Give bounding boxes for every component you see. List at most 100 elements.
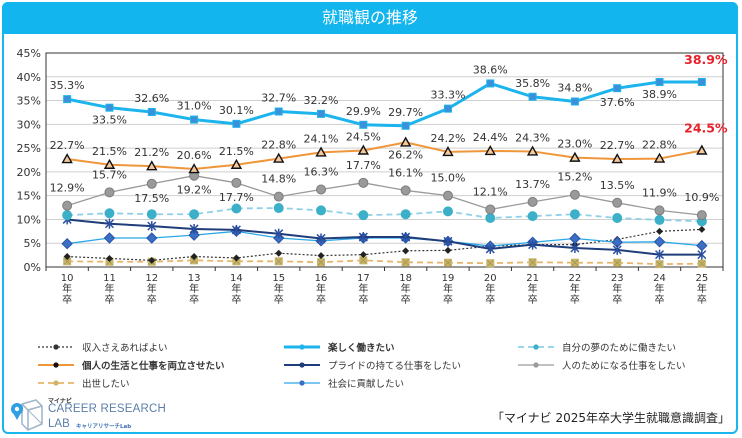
source-caption: 「マイナビ 2025年卒大学生就職意識調査」 <box>491 411 730 425</box>
legend-swatch-icon <box>38 344 74 350</box>
marker-shape <box>103 158 116 169</box>
legend-swatch-icon <box>284 344 320 350</box>
data-point <box>696 144 708 155</box>
data-point <box>147 221 157 232</box>
marker-shape <box>569 209 580 220</box>
series-line <box>67 218 702 256</box>
data-point <box>484 145 496 156</box>
x-tick-label: 年 <box>274 282 284 295</box>
marker-shape <box>146 178 157 189</box>
marker-shape <box>63 95 72 104</box>
data-point <box>569 232 581 245</box>
data-label: 24.1% <box>304 132 339 145</box>
y-tick-label: 20% <box>17 166 41 179</box>
marker-shape <box>105 254 113 262</box>
data-point <box>63 253 71 261</box>
data-label: 32.2% <box>304 94 339 107</box>
data-point <box>656 227 664 235</box>
data-label: 32.7% <box>261 91 296 104</box>
x-tick-label: 卒 <box>528 293 538 306</box>
data-label: 35.8% <box>515 77 550 90</box>
marker-shape <box>527 196 538 207</box>
data-point <box>697 259 706 268</box>
marker-shape <box>696 239 708 252</box>
marker-shape <box>359 251 367 259</box>
marker-shape <box>442 206 453 217</box>
data-point <box>612 197 623 208</box>
data-label: 14.8% <box>261 173 296 186</box>
data-label: 20.6% <box>177 149 212 162</box>
data-point <box>63 95 72 104</box>
data-label: 32.6% <box>134 92 169 105</box>
marker-shape <box>528 92 537 101</box>
x-tick-label: 年 <box>358 282 368 295</box>
marker-stroke <box>571 259 579 267</box>
data-point <box>696 210 707 221</box>
data-point <box>231 177 242 188</box>
data-point <box>189 209 200 220</box>
marker-shape <box>402 247 410 255</box>
marker-shape <box>62 210 73 221</box>
data-point <box>188 163 200 174</box>
marker-shape <box>232 254 240 262</box>
data-point <box>654 205 665 216</box>
data-label: 11.9% <box>642 186 677 199</box>
marker-shape <box>189 209 200 220</box>
legend: 収入さえあればよい 楽しく働きたい 自分の夢のために働きたい 個人の生活と仕事を… <box>0 336 742 396</box>
legend-swatch-icon <box>518 344 554 350</box>
x-tick-label: 15 <box>272 273 285 284</box>
marker-shape <box>443 104 452 113</box>
data-label: 24.2% <box>430 132 465 145</box>
y-tick-label: 40% <box>17 71 41 84</box>
series-7 <box>63 225 706 264</box>
marker-shape <box>653 236 666 248</box>
data-point <box>486 259 495 268</box>
x-tick-label: 年 <box>231 282 241 295</box>
series-line <box>66 175 702 216</box>
data-point <box>358 177 369 188</box>
x-tick-label: 卒 <box>485 293 495 306</box>
marker-shape <box>190 115 199 124</box>
data-label: 38.6% <box>473 63 508 76</box>
marker-shape <box>399 136 412 147</box>
logo-lab: LAB <box>48 418 70 430</box>
data-point <box>189 223 199 234</box>
data-point <box>612 244 622 255</box>
marker-shape <box>273 203 284 214</box>
data-point <box>190 115 199 124</box>
data-point <box>486 79 495 88</box>
logo-brand-small: マイナビ <box>48 398 72 405</box>
data-point <box>569 209 580 220</box>
x-tick-label: 23 <box>611 273 624 284</box>
data-point <box>655 260 664 269</box>
series-1 <box>63 78 706 130</box>
data-label: 24.5% <box>684 120 728 135</box>
x-tick-label: 年 <box>697 282 707 295</box>
data-label: 33.3% <box>430 89 465 102</box>
x-tick-label: 10 <box>61 273 74 284</box>
marker-shape <box>655 78 664 87</box>
data-label: 38.9% <box>642 88 677 101</box>
marker-shape <box>654 205 665 216</box>
marker-stroke <box>275 257 283 265</box>
data-point <box>528 92 537 101</box>
data-point <box>443 236 453 247</box>
data-point <box>274 107 283 116</box>
marker-stroke <box>444 259 452 267</box>
marker-shape <box>275 249 283 257</box>
data-point <box>231 203 242 214</box>
marker-shape <box>484 145 496 156</box>
data-point <box>485 213 496 224</box>
marker-shape <box>188 163 200 174</box>
data-point <box>232 119 241 128</box>
data-point <box>528 258 537 267</box>
data-label: 10.9% <box>684 191 719 204</box>
marker-shape <box>63 253 71 261</box>
legend-marker <box>299 380 305 386</box>
x-tick-label: 年 <box>655 282 665 295</box>
legend-marker <box>53 380 59 386</box>
x-tick-label: 年 <box>189 282 199 295</box>
data-point <box>188 229 200 241</box>
data-point <box>400 209 411 220</box>
x-tick-label: 16 <box>315 273 328 284</box>
